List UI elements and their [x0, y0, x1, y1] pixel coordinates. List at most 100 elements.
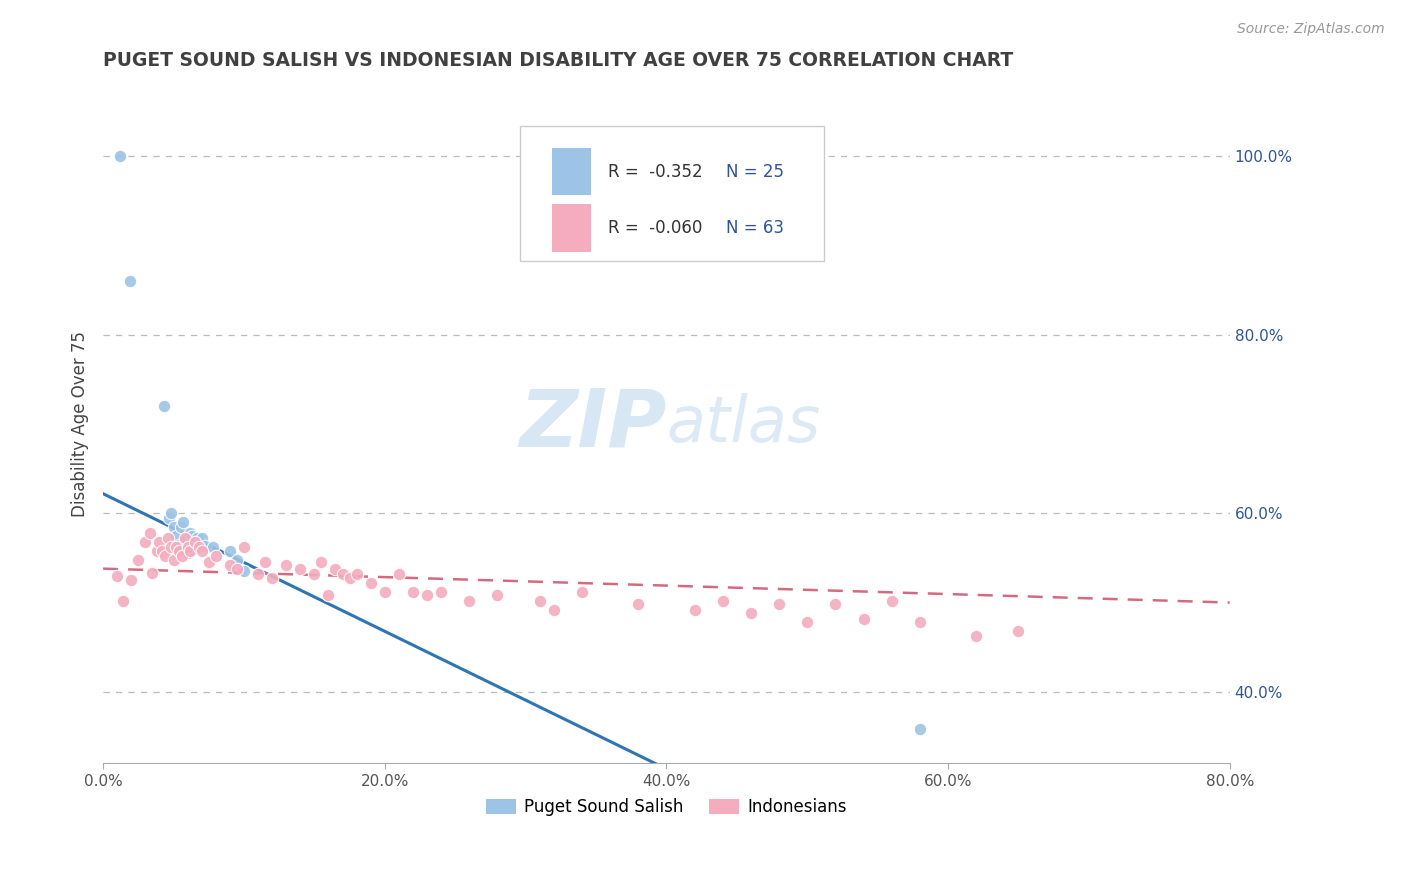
- Point: [156, 531, 179, 545]
- Point: [179, 525, 201, 540]
- Point: [201, 540, 224, 554]
- Point: [711, 594, 734, 608]
- Point: [187, 535, 209, 549]
- FancyBboxPatch shape: [551, 204, 591, 252]
- Point: [254, 555, 277, 569]
- Point: [165, 528, 187, 542]
- Point: [150, 543, 173, 558]
- Text: N = 25: N = 25: [725, 162, 785, 181]
- Point: [304, 566, 326, 581]
- Point: [346, 566, 368, 581]
- Point: [167, 537, 190, 551]
- Point: [186, 531, 208, 545]
- FancyBboxPatch shape: [551, 148, 591, 195]
- Text: PUGET SOUND SALISH VS INDONESIAN DISABILITY AGE OVER 75 CORRELATION CHART: PUGET SOUND SALISH VS INDONESIAN DISABIL…: [103, 51, 1014, 70]
- Point: [152, 399, 174, 413]
- Point: [486, 589, 509, 603]
- Point: [138, 525, 160, 540]
- Legend: Puget Sound Salish, Indonesians: Puget Sound Salish, Indonesians: [479, 791, 853, 822]
- Point: [105, 568, 128, 582]
- Point: [543, 603, 565, 617]
- Point: [908, 723, 931, 737]
- Point: [176, 546, 198, 560]
- Point: [247, 566, 270, 581]
- Point: [111, 594, 134, 608]
- Point: [458, 594, 481, 608]
- Point: [796, 615, 818, 630]
- Point: [226, 552, 249, 566]
- Text: atlas: atlas: [666, 393, 821, 455]
- Point: [141, 566, 163, 580]
- Point: [290, 561, 312, 575]
- Point: [162, 519, 184, 533]
- Point: [145, 543, 167, 558]
- Point: [180, 528, 202, 542]
- Point: [529, 594, 551, 608]
- Point: [1007, 624, 1029, 639]
- Text: R =  -0.352: R = -0.352: [607, 162, 703, 181]
- Point: [176, 540, 198, 554]
- Point: [311, 555, 333, 569]
- FancyBboxPatch shape: [520, 126, 824, 261]
- Point: [153, 549, 176, 563]
- Y-axis label: Disability Age Over 75: Disability Age Over 75: [72, 331, 89, 517]
- Text: Source: ZipAtlas.com: Source: ZipAtlas.com: [1237, 22, 1385, 37]
- Point: [339, 571, 361, 585]
- Point: [159, 506, 181, 520]
- Point: [127, 552, 149, 566]
- Point: [325, 561, 347, 575]
- Point: [193, 539, 215, 553]
- Point: [768, 598, 790, 612]
- Point: [683, 603, 706, 617]
- Point: [187, 540, 209, 554]
- Point: [571, 585, 593, 599]
- Text: N = 63: N = 63: [725, 219, 785, 236]
- Point: [824, 598, 846, 612]
- Point: [402, 585, 425, 599]
- Point: [388, 566, 411, 581]
- Point: [908, 615, 931, 630]
- Point: [120, 574, 142, 588]
- Point: [108, 149, 131, 163]
- Point: [262, 571, 284, 585]
- Point: [162, 552, 184, 566]
- Point: [204, 549, 226, 563]
- Point: [416, 589, 439, 603]
- Point: [190, 543, 212, 558]
- Point: [170, 549, 193, 563]
- Point: [276, 558, 298, 572]
- Point: [173, 531, 195, 545]
- Point: [226, 561, 249, 575]
- Point: [190, 531, 212, 545]
- Point: [172, 515, 194, 529]
- Point: [179, 543, 201, 558]
- Point: [118, 274, 141, 288]
- Point: [169, 519, 191, 533]
- Point: [134, 534, 156, 549]
- Point: [183, 534, 205, 549]
- Point: [148, 534, 170, 549]
- Text: ZIP: ZIP: [519, 385, 666, 463]
- Point: [965, 768, 987, 782]
- Point: [852, 612, 875, 626]
- Point: [360, 576, 382, 591]
- Point: [167, 543, 190, 558]
- Point: [880, 594, 903, 608]
- Point: [173, 533, 195, 547]
- Point: [740, 607, 762, 621]
- Point: [165, 540, 187, 554]
- Point: [965, 630, 987, 644]
- Point: [197, 555, 219, 569]
- Point: [233, 564, 256, 578]
- Point: [159, 540, 181, 554]
- Point: [318, 589, 340, 603]
- Point: [218, 543, 240, 558]
- Point: [183, 534, 205, 549]
- Point: [430, 585, 453, 599]
- Point: [233, 540, 256, 554]
- Point: [157, 510, 180, 524]
- Point: [374, 585, 396, 599]
- Point: [218, 558, 240, 572]
- Text: R =  -0.060: R = -0.060: [607, 219, 702, 236]
- Point: [332, 566, 354, 581]
